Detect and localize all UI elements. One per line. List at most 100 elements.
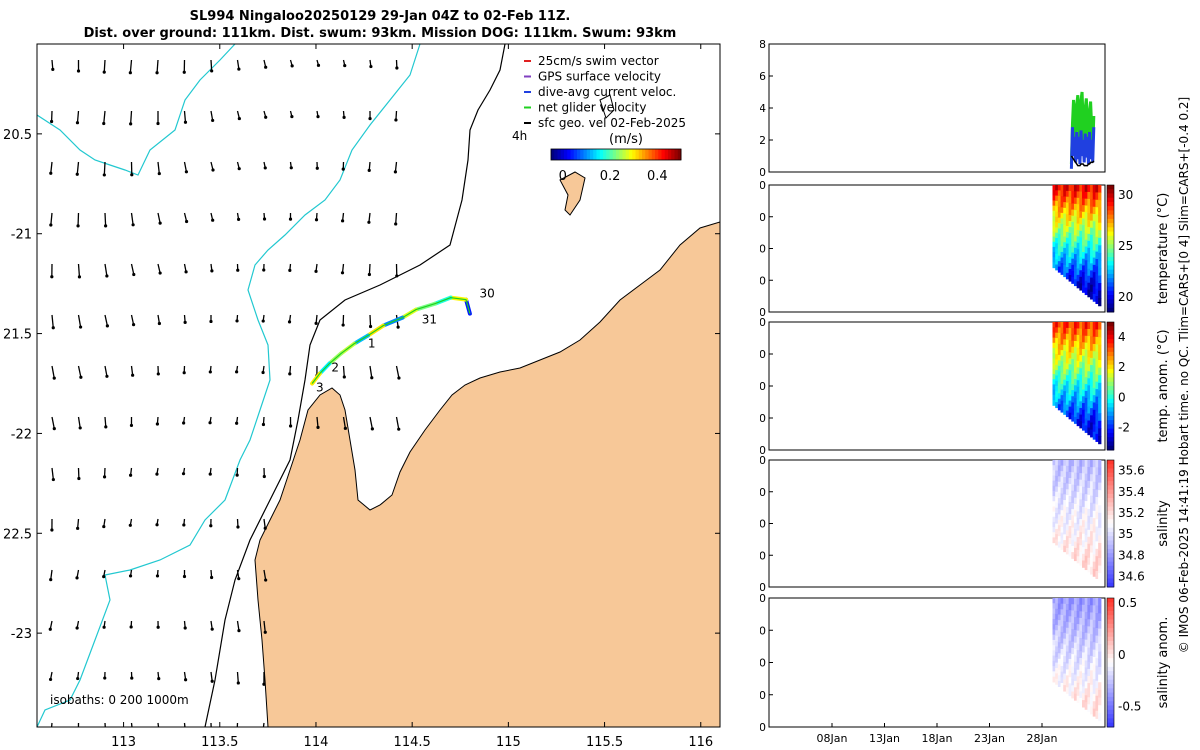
profile-cell <box>1065 627 1070 635</box>
profile-cell <box>1082 225 1086 233</box>
profile-cell <box>1065 243 1070 251</box>
profile-cell <box>1063 373 1067 381</box>
colorbar-tick-label: 4 <box>1118 330 1126 344</box>
profile-cell <box>1052 598 1056 604</box>
profile-cell <box>1065 645 1070 653</box>
profile-cell <box>1084 273 1088 282</box>
y-tick-label: 150 <box>760 274 766 287</box>
profile-cell <box>1090 249 1094 257</box>
profile-cell <box>1076 611 1080 619</box>
profile-cell <box>1076 511 1080 519</box>
profile-cell <box>1057 664 1062 671</box>
current-vector <box>75 620 80 630</box>
profile-cell <box>1057 228 1062 235</box>
profile-cell <box>1052 496 1056 502</box>
profile-cell <box>1082 693 1086 701</box>
y-tick-label: 0.4 <box>760 102 766 115</box>
vector-head <box>102 475 107 479</box>
colorbar-cell <box>1107 218 1114 224</box>
profile-cell <box>1090 393 1094 402</box>
current-vector <box>288 263 292 272</box>
profile-cell <box>1079 263 1083 271</box>
profile-cell <box>1071 629 1075 637</box>
profile-cell <box>1073 279 1078 287</box>
profile-cell <box>1090 663 1094 671</box>
profile-cell <box>1073 460 1078 467</box>
vector-head <box>155 523 159 527</box>
profile-cell <box>1076 328 1080 336</box>
profile-cell <box>1060 598 1064 605</box>
colorbar-cell <box>635 149 640 160</box>
vector-shaft <box>394 161 398 172</box>
profile-cell <box>1065 609 1070 617</box>
vector-head <box>103 676 107 680</box>
current-vector <box>342 59 347 68</box>
profile-cell <box>1052 465 1056 471</box>
profile-cell <box>1073 655 1078 663</box>
profile-cell <box>1095 192 1099 201</box>
colorbar-cell <box>1107 386 1114 391</box>
profile-cell <box>1098 520 1102 529</box>
profile-cell <box>1098 428 1102 437</box>
colorbar-cell <box>1107 489 1114 495</box>
profile-cell <box>1079 473 1083 481</box>
profile-cell <box>1095 185 1099 194</box>
profile-cell <box>1098 344 1102 353</box>
profile-cell <box>1060 246 1064 253</box>
profile-cell <box>1071 598 1075 605</box>
profile-cell <box>1082 506 1086 515</box>
profile-cell <box>1060 395 1064 402</box>
profile-cell <box>1098 405 1102 414</box>
profile-cell <box>1068 646 1072 654</box>
current-vector <box>342 365 346 379</box>
current-vector <box>129 416 134 428</box>
profile-cell <box>1065 651 1070 659</box>
profile-cell <box>1071 371 1075 379</box>
profile-cell <box>1068 364 1072 371</box>
vector-head <box>131 323 136 327</box>
profile-cell <box>1095 710 1099 719</box>
y-tick-label: 100 <box>760 518 766 531</box>
current-vector <box>236 518 240 529</box>
profile-cell <box>1076 663 1080 671</box>
profile-cell <box>1052 322 1056 328</box>
profile-cell <box>1084 501 1088 509</box>
profile-cell <box>1092 620 1097 629</box>
profile-cell <box>1073 693 1078 701</box>
current-vector <box>49 161 53 175</box>
colorbar-cell <box>1107 527 1114 533</box>
current-vector <box>104 263 109 278</box>
profile-cell <box>1092 358 1097 367</box>
profile-cell <box>1052 480 1056 487</box>
vector-head <box>395 274 399 278</box>
profile-cell <box>1095 411 1099 420</box>
vector-head <box>105 274 109 278</box>
profile-cell <box>1090 531 1094 539</box>
colorbar-cell <box>1107 536 1114 541</box>
vector-shaft <box>263 620 266 633</box>
profile-cell <box>1057 460 1062 467</box>
profile-cell <box>1071 641 1075 649</box>
profile-cell <box>1076 360 1080 368</box>
profile-cell <box>1060 643 1064 650</box>
y-tick-label: 0.2 <box>760 134 766 147</box>
current-vector <box>130 722 133 727</box>
profile-cell <box>1092 365 1097 374</box>
profile-cell <box>1082 382 1086 391</box>
profile-cell <box>1084 425 1088 433</box>
profile-cell <box>1087 329 1091 337</box>
profile-cell <box>1065 357 1070 364</box>
profile-cell <box>1068 388 1072 396</box>
profile-cell <box>1073 235 1078 243</box>
profile-cell <box>1090 699 1094 708</box>
colorbar-cell <box>1107 339 1114 344</box>
profile-cell <box>1084 349 1088 358</box>
vector-shaft <box>129 59 133 73</box>
profile-cell <box>1057 239 1062 246</box>
profile-cell <box>1082 533 1086 542</box>
profile-cell <box>1090 502 1094 511</box>
profile-cell <box>1068 358 1072 365</box>
profile-cell <box>1052 246 1056 253</box>
profile-cell <box>1073 516 1078 524</box>
isobath-200m <box>204 44 506 727</box>
